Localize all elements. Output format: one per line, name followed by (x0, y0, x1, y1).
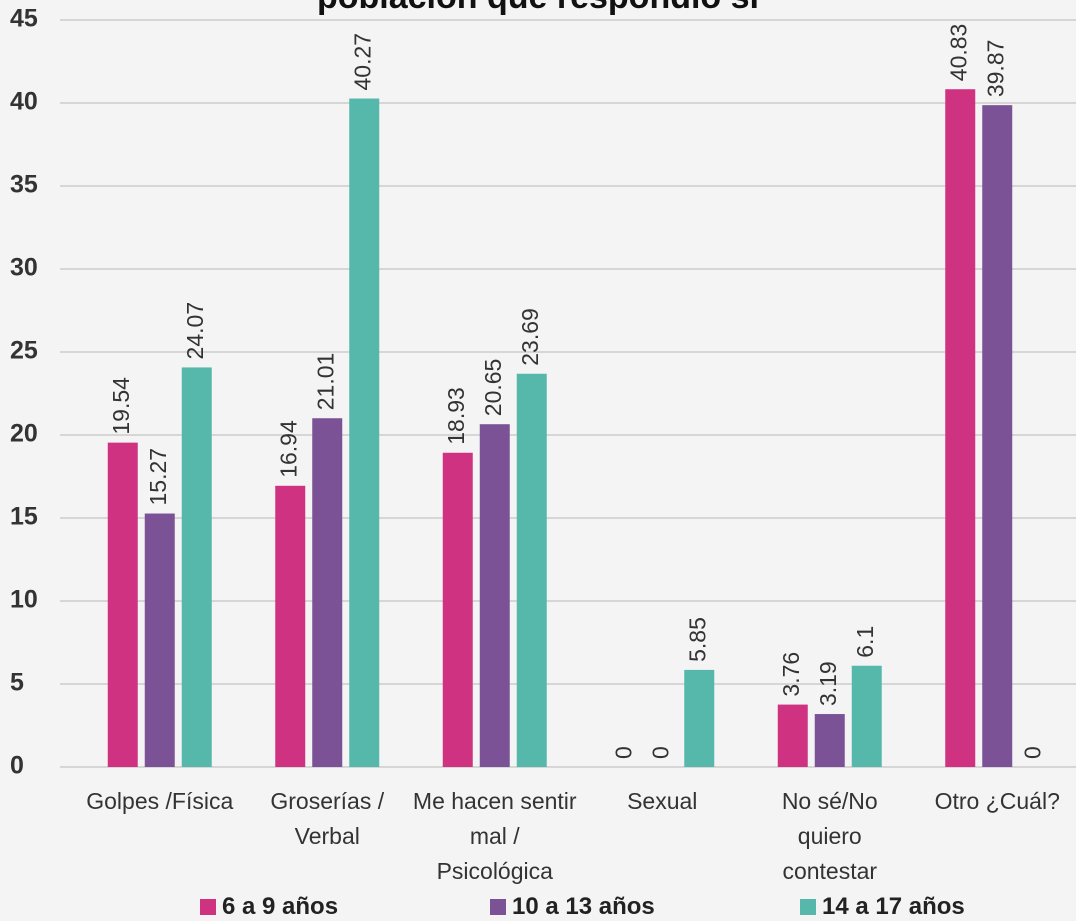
y-tick-label: 40 (10, 88, 38, 116)
value-label: 0 (610, 746, 636, 759)
y-tick-label: 45 (10, 5, 38, 33)
bar (275, 486, 305, 767)
legend-swatch (200, 899, 216, 915)
value-label: 39.87 (982, 40, 1008, 98)
value-label: 16.94 (275, 420, 301, 478)
value-label: 23.69 (517, 308, 543, 366)
value-label: 19.54 (108, 377, 134, 435)
y-tick-label: 25 (10, 337, 38, 365)
value-label: 6.1 (852, 626, 878, 658)
plot: 0 5 10 15 20 25 30 35 40 45 19.54 15.27 24.07 16.94 21… (0, 0, 1076, 921)
bar (108, 443, 138, 767)
chart: población que respondió sí 0510152025303… (0, 0, 1076, 921)
legend-item: 10 a 13 años (490, 893, 655, 921)
bar (349, 99, 379, 767)
bar (443, 453, 473, 767)
value-label: 0 (1019, 746, 1045, 759)
bar (684, 670, 714, 767)
x-tick-label: Golpes /Física (78, 784, 242, 819)
y-tick-label: 5 (10, 669, 24, 697)
bar (312, 418, 342, 767)
legend-swatch (490, 899, 506, 915)
value-label: 15.27 (145, 448, 171, 506)
bar (982, 105, 1012, 767)
y-tick-label: 30 (10, 254, 38, 282)
y-tick-label: 0 (10, 752, 24, 780)
legend-item: 14 a 17 años (800, 893, 965, 921)
x-tick-label: Me hacen sentir mal / Psicológica (413, 784, 577, 889)
bar (517, 374, 547, 767)
y-tick-label: 15 (10, 503, 38, 531)
value-label: 40.27 (349, 33, 375, 91)
x-tick-label: Groserías / Verbal (245, 784, 409, 854)
bar (182, 367, 212, 767)
value-label: 18.93 (443, 387, 469, 445)
y-tick-label: 10 (10, 586, 38, 614)
value-label: 21.01 (312, 353, 338, 411)
bar (778, 705, 808, 767)
y-tick-label: 20 (10, 420, 38, 448)
value-label: 20.65 (480, 359, 506, 417)
value-label: 0 (647, 746, 673, 759)
value-label: 40.83 (945, 24, 971, 82)
value-label: 5.85 (684, 617, 710, 662)
legend-item: 6 a 9 años (200, 893, 338, 921)
bar (815, 714, 845, 767)
x-tick-label: Sexual (580, 784, 744, 819)
legend-label: 10 a 13 años (512, 893, 655, 920)
x-tick-label: Otro ¿Cuál? (915, 784, 1076, 819)
bar (480, 424, 510, 767)
x-tick-label: No sé/No quiero contestar (748, 784, 912, 889)
value-label: 3.19 (815, 661, 841, 706)
bar (852, 666, 882, 767)
value-label: 24.07 (182, 302, 208, 360)
legend-label: 6 a 9 años (222, 893, 338, 920)
y-tick-label: 35 (10, 171, 38, 199)
bar (945, 89, 975, 767)
legend-label: 14 a 17 años (822, 893, 965, 920)
legend-swatch (800, 899, 816, 915)
bar (145, 514, 175, 767)
value-label: 3.76 (778, 652, 804, 697)
